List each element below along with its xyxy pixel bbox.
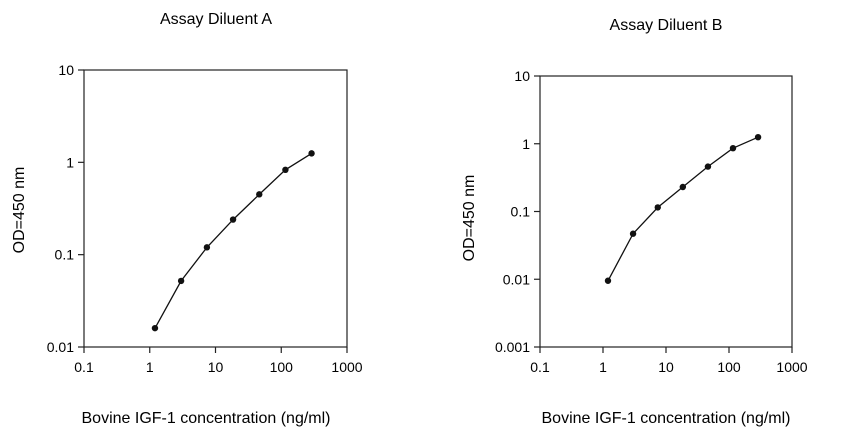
x-tick-label: 0.1 <box>74 359 94 375</box>
y-tick-label: 0.01 <box>47 339 74 355</box>
chart-title: Assay Diluent A <box>160 11 272 28</box>
data-point <box>282 166 289 174</box>
y-tick-label: 1 <box>522 136 530 152</box>
x-tick-label: 1 <box>599 359 607 375</box>
data-point <box>177 277 185 285</box>
data-point <box>604 277 612 284</box>
y-tick-label: 10 <box>514 68 530 84</box>
x-axis-label: Bovine IGF-1 concentration (ng/ml) <box>542 410 791 427</box>
data-point <box>704 163 712 170</box>
y-tick-label: 10 <box>58 62 74 78</box>
x-tick-label: 10 <box>658 359 674 375</box>
y-tick-label: 0.001 <box>495 339 530 355</box>
data-point <box>629 230 637 237</box>
data-point <box>203 244 211 251</box>
x-tick-label: 0.1 <box>530 359 550 375</box>
y-tick-label: 1 <box>66 154 74 170</box>
x-tick-label: 1000 <box>776 359 807 375</box>
y-axis-label: OD=450 nm <box>11 167 28 254</box>
x-tick-label: 100 <box>270 359 294 375</box>
data-point <box>256 191 263 198</box>
data-point <box>729 144 737 152</box>
y-tick-label: 0.1 <box>511 204 531 220</box>
x-tick-label: 10 <box>208 359 224 375</box>
data-point <box>308 150 315 157</box>
chart-panel-b: Assay Diluent B Bovine IGF-1 concentrati… <box>461 17 808 427</box>
x-tick-label: 1 <box>146 359 154 375</box>
chart-title: Assay Diluent B <box>610 17 723 34</box>
data-point <box>754 133 762 141</box>
x-tick-label: 1000 <box>331 359 362 375</box>
y-axis-label: OD=450 nm <box>461 175 478 262</box>
y-tick-label: 0.1 <box>55 247 75 263</box>
x-axis-label: Bovine IGF-1 concentration (ng/ml) <box>82 410 331 427</box>
x-tick-label: 100 <box>717 359 741 375</box>
data-point <box>679 183 687 191</box>
data-point <box>151 324 159 332</box>
chart-panel-a: Assay Diluent A Bovine IGF-1 concentrati… <box>11 11 363 427</box>
data-point <box>654 204 661 211</box>
y-tick-label: 0.01 <box>503 271 530 287</box>
data-point <box>229 216 237 223</box>
